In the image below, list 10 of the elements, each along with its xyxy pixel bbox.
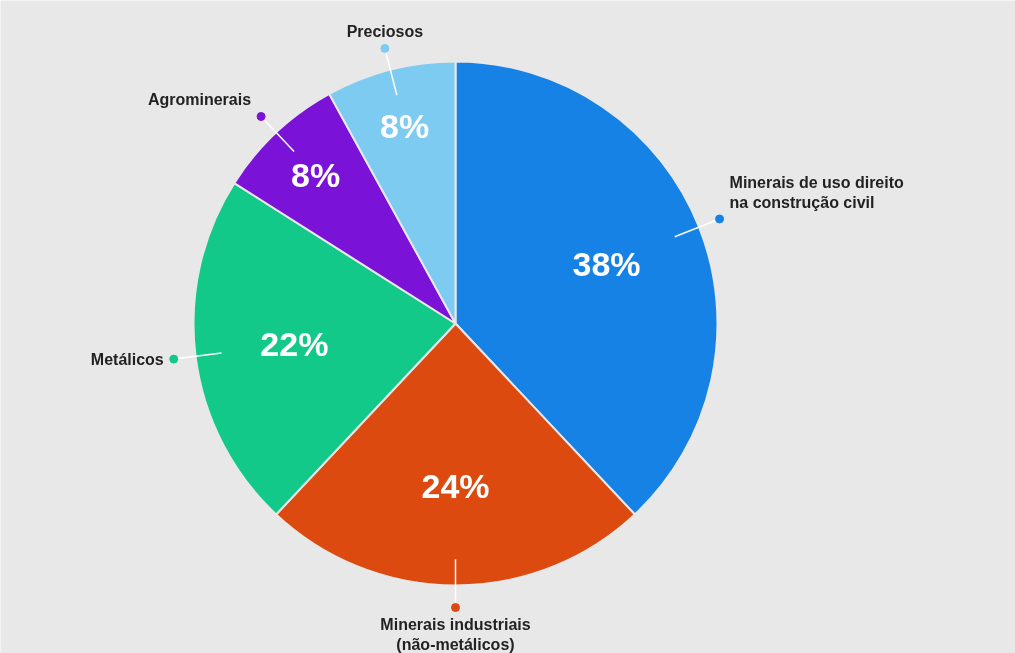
slice-label: Preciosos — [346, 23, 424, 41]
data-label: 38% — [572, 244, 641, 283]
data-label: 22% — [260, 324, 329, 363]
data-label: 24% — [421, 466, 490, 505]
slice-label: Minerais industriais (não-metálicos) — [380, 615, 531, 653]
data-label: 8% — [291, 155, 341, 194]
data-label: 8% — [380, 106, 430, 145]
slice-label: Minerais de uso direito na construção civil — [729, 173, 905, 211]
slice-label: Agrominerais — [147, 91, 252, 109]
legend-label: Metálicos — [90, 350, 164, 368]
